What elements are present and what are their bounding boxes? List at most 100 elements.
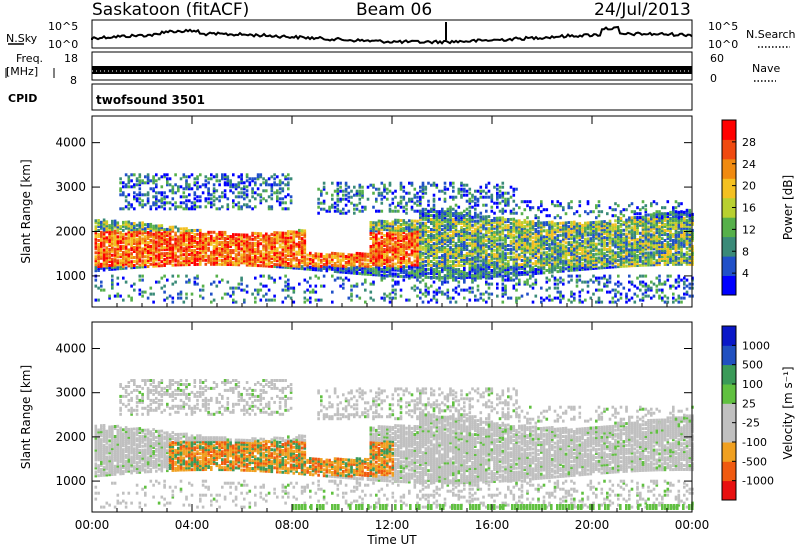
power-cell bbox=[163, 203, 166, 207]
power-cell bbox=[490, 292, 494, 296]
power-cell bbox=[504, 203, 507, 207]
power-cell bbox=[94, 225, 98, 229]
power-cell bbox=[100, 280, 103, 284]
power-cell bbox=[163, 242, 166, 246]
power-cell bbox=[325, 209, 329, 213]
power-cell bbox=[449, 256, 452, 260]
power-cell bbox=[584, 221, 587, 225]
power-cell bbox=[474, 223, 477, 227]
power-cell bbox=[355, 271, 359, 275]
power-cell bbox=[221, 240, 224, 244]
power-cell bbox=[559, 276, 562, 280]
power-cell bbox=[100, 250, 103, 254]
power-cell bbox=[177, 185, 180, 189]
power-cell bbox=[487, 296, 491, 300]
power-cell bbox=[540, 265, 543, 269]
power-cell bbox=[413, 195, 417, 199]
power-cell bbox=[600, 240, 604, 244]
power-cell bbox=[168, 189, 172, 193]
power-cell bbox=[361, 193, 364, 197]
power-cell bbox=[339, 266, 342, 270]
power-cell bbox=[509, 209, 513, 213]
power-cell bbox=[369, 261, 373, 264]
power-cell bbox=[537, 247, 540, 251]
power-cell bbox=[160, 238, 164, 242]
power-cell bbox=[210, 197, 213, 201]
power-cell bbox=[377, 231, 381, 235]
power-cell bbox=[306, 263, 309, 267]
power-cell bbox=[251, 207, 254, 211]
power-cell bbox=[314, 266, 318, 270]
power-cell bbox=[149, 244, 153, 248]
power-cell bbox=[551, 202, 554, 206]
power-cell bbox=[119, 177, 122, 181]
power-cell bbox=[339, 270, 342, 274]
power-cell bbox=[537, 216, 540, 220]
power-cell bbox=[380, 231, 384, 235]
power-cell bbox=[358, 262, 362, 266]
power-cell bbox=[377, 227, 381, 231]
power-cell bbox=[391, 222, 395, 226]
power-cell bbox=[298, 262, 301, 266]
power-cell bbox=[201, 248, 205, 252]
power-cell bbox=[102, 242, 106, 246]
power-cell bbox=[578, 222, 582, 226]
power-cell bbox=[597, 258, 601, 262]
power-cell bbox=[127, 252, 131, 256]
power-cell bbox=[551, 228, 554, 232]
power-cell bbox=[309, 257, 312, 261]
power-cell bbox=[454, 258, 458, 262]
power-cell bbox=[207, 246, 210, 250]
power-cell bbox=[435, 292, 439, 296]
power-cell bbox=[504, 274, 507, 278]
power-cell bbox=[364, 272, 367, 276]
power-cell bbox=[298, 236, 301, 240]
power-cell bbox=[556, 262, 560, 266]
power-cell bbox=[589, 241, 593, 245]
power-cell bbox=[160, 197, 164, 201]
power-cell bbox=[152, 244, 155, 248]
power-cell bbox=[336, 260, 340, 264]
power-cell bbox=[410, 205, 414, 209]
power-cell bbox=[185, 205, 188, 209]
power-cell bbox=[405, 255, 408, 259]
power-cell bbox=[155, 248, 158, 252]
power-cell bbox=[226, 207, 230, 211]
power-cell bbox=[141, 278, 144, 282]
power-cell bbox=[575, 274, 579, 278]
power-cell bbox=[553, 244, 557, 248]
power-cell bbox=[342, 207, 345, 211]
power-cell bbox=[124, 252, 128, 256]
power-cell bbox=[215, 248, 219, 252]
power-cell bbox=[375, 273, 378, 277]
power-cell bbox=[479, 292, 483, 296]
power-cell bbox=[391, 191, 395, 195]
power-cell bbox=[496, 205, 499, 209]
power-cell bbox=[529, 248, 532, 252]
power-cell bbox=[160, 242, 164, 246]
power-cell bbox=[446, 218, 450, 222]
power-cell bbox=[135, 183, 139, 187]
power-cell bbox=[207, 230, 210, 234]
power-cell bbox=[138, 255, 142, 259]
power-cell bbox=[113, 263, 117, 267]
power-cell bbox=[270, 236, 274, 240]
power-cell bbox=[350, 263, 353, 267]
power-cell bbox=[355, 294, 359, 298]
power-cell bbox=[419, 217, 422, 221]
power-cell bbox=[100, 256, 103, 260]
power-cell bbox=[289, 252, 293, 256]
power-cell bbox=[344, 276, 348, 280]
power-cell bbox=[498, 236, 502, 240]
power-cell bbox=[281, 257, 285, 261]
power-cell bbox=[562, 249, 565, 253]
power-cell bbox=[540, 267, 543, 271]
power-cell bbox=[482, 298, 485, 302]
power-cell bbox=[243, 187, 246, 191]
power-cell bbox=[284, 284, 287, 288]
power-cell bbox=[375, 197, 378, 201]
power-cell bbox=[361, 209, 364, 213]
power-cell bbox=[485, 219, 488, 223]
power-cell bbox=[485, 271, 488, 275]
power-cell bbox=[559, 300, 562, 304]
